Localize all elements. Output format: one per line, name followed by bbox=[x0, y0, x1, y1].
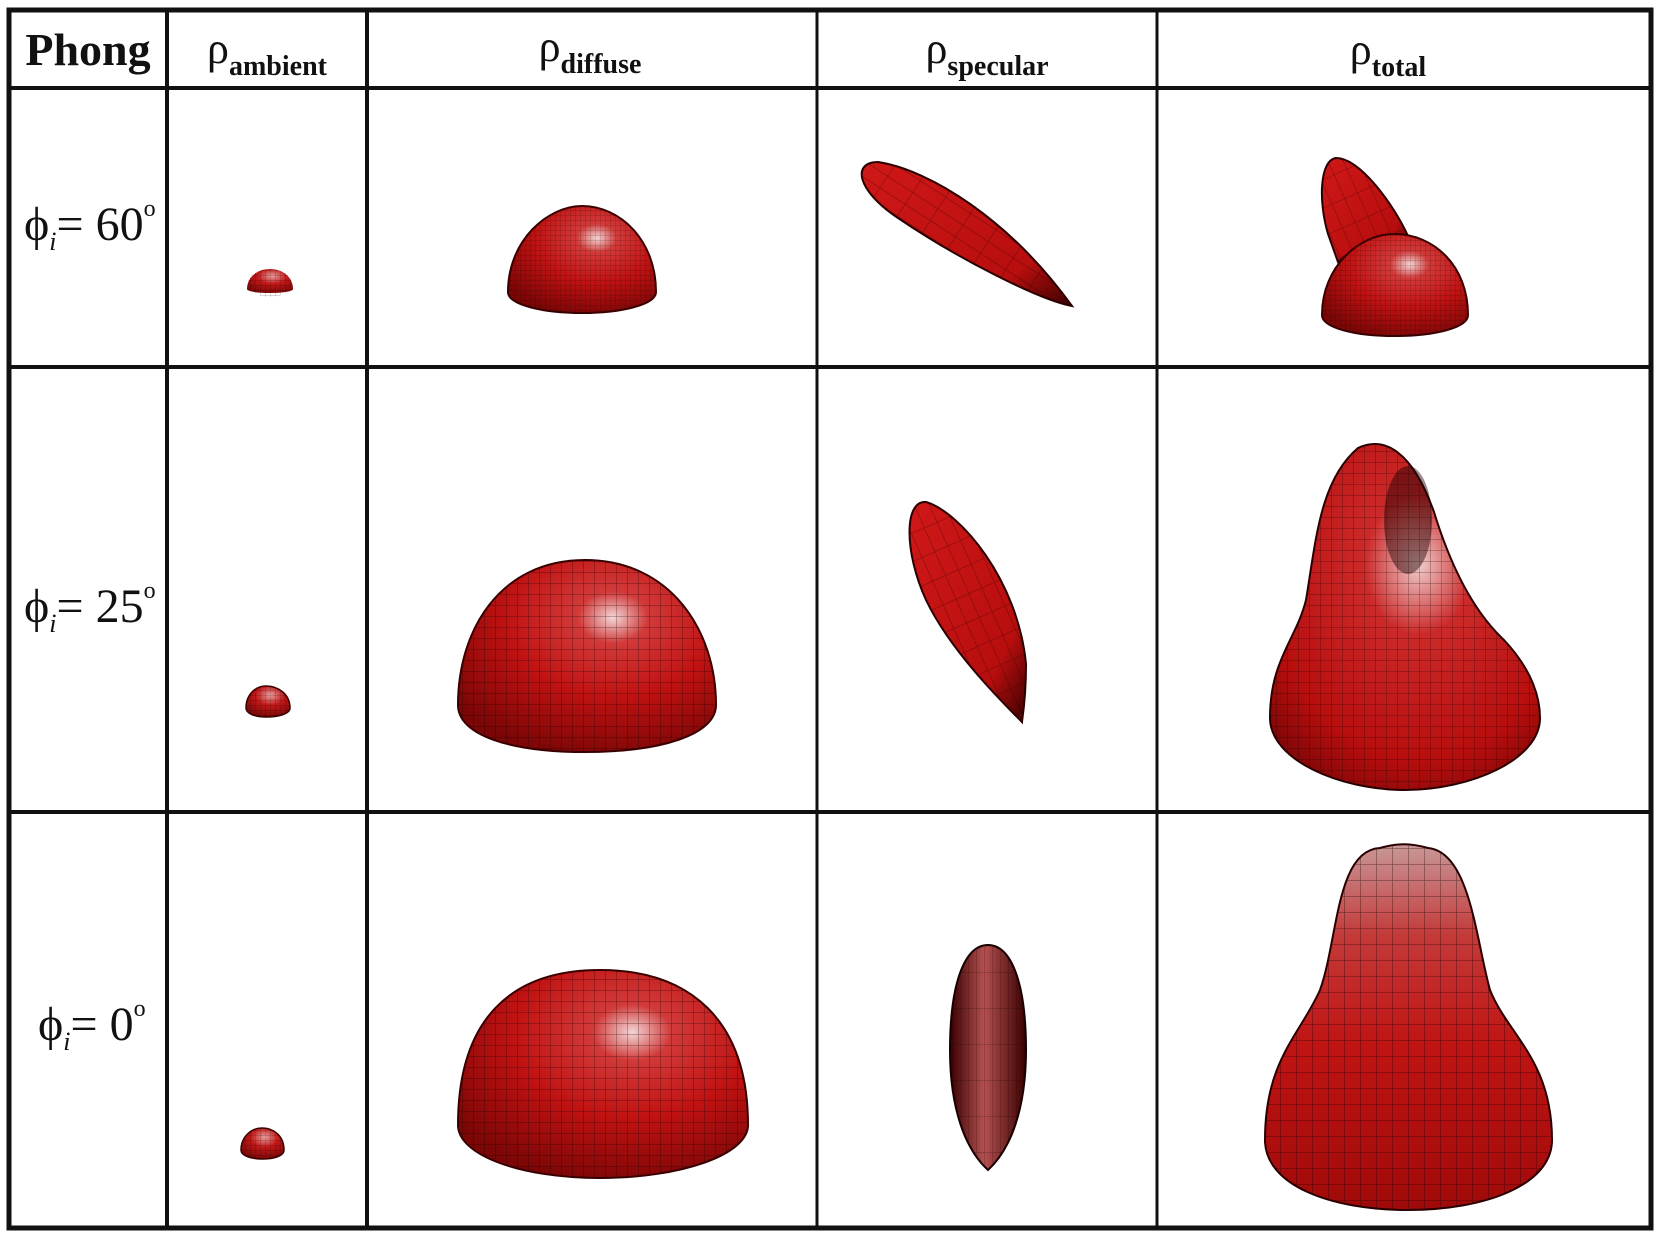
col-header-specular-subscript: specular bbox=[947, 51, 1048, 82]
specular-lobe-0 bbox=[948, 943, 1028, 1172]
row-labels: ϕi= 60o ϕi= 25o ϕi= 0o bbox=[24, 196, 156, 1056]
ambient-lobe-60-mesh bbox=[248, 269, 292, 297]
row-label-25-value: = 25 bbox=[57, 580, 144, 633]
col-header-total-subscript: total bbox=[1372, 52, 1427, 83]
row-label-0-symbol: ϕ bbox=[38, 998, 63, 1051]
total-lobe-25 bbox=[1268, 443, 1542, 792]
row-25-renderings bbox=[245, 443, 1542, 792]
col-header-ambient-symbol: ρ bbox=[207, 24, 229, 73]
col-header-total: ρtotal bbox=[1350, 25, 1427, 83]
diffuse-lobe-0 bbox=[456, 968, 750, 1180]
corner-label: Phong bbox=[25, 24, 150, 75]
row-label-60-degree: o bbox=[144, 196, 156, 222]
total-lobe-60 bbox=[1320, 156, 1470, 338]
table-grid bbox=[6, 7, 1654, 1231]
col-header-specular: ρspecular bbox=[925, 24, 1048, 82]
ambient-lobe-0 bbox=[240, 1127, 285, 1160]
row-label-60: ϕi= 60o bbox=[24, 196, 156, 256]
col-header-diffuse-symbol: ρ bbox=[539, 22, 561, 71]
col-header-total-symbol: ρ bbox=[1350, 25, 1372, 74]
row-60-renderings bbox=[247, 156, 1470, 338]
row-label-0: ϕi= 0o bbox=[38, 996, 146, 1056]
col-header-specular-symbol: ρ bbox=[925, 24, 947, 73]
row-label-60-symbol: ϕ bbox=[24, 198, 49, 251]
row-label-60-subscript: i bbox=[49, 227, 56, 256]
total-lobe-0 bbox=[1263, 843, 1554, 1212]
specular-lobe-25 bbox=[908, 500, 1028, 725]
col-header-ambient: ρambient bbox=[207, 24, 328, 82]
row-label-25: ϕi= 25o bbox=[24, 578, 156, 638]
row-label-0-subscript: i bbox=[63, 1027, 70, 1056]
col-header-diffuse-subscript: diffuse bbox=[561, 49, 642, 80]
row-label-25-degree: o bbox=[144, 578, 156, 604]
row-label-25-symbol: ϕ bbox=[24, 580, 49, 633]
header-row: Phong ρambient ρdiffuse ρspecular ρtotal bbox=[25, 22, 1426, 83]
row-label-60-value: = 60 bbox=[57, 198, 144, 251]
col-header-diffuse: ρdiffuse bbox=[539, 22, 642, 80]
col-header-ambient-subscript: ambient bbox=[229, 51, 328, 82]
table-border bbox=[6, 7, 1654, 1231]
specular-lobe-60 bbox=[860, 160, 1075, 308]
total-lobe-25-shadow bbox=[1384, 466, 1432, 574]
diffuse-lobe-60 bbox=[506, 204, 658, 315]
row-label-0-degree: o bbox=[134, 996, 146, 1022]
diffuse-lobe-25 bbox=[456, 558, 718, 754]
ambient-lobe-25 bbox=[245, 685, 291, 718]
row-0-renderings bbox=[240, 843, 1554, 1212]
row-label-0-value: = 0 bbox=[71, 998, 134, 1051]
row-label-25-subscript: i bbox=[49, 609, 56, 638]
